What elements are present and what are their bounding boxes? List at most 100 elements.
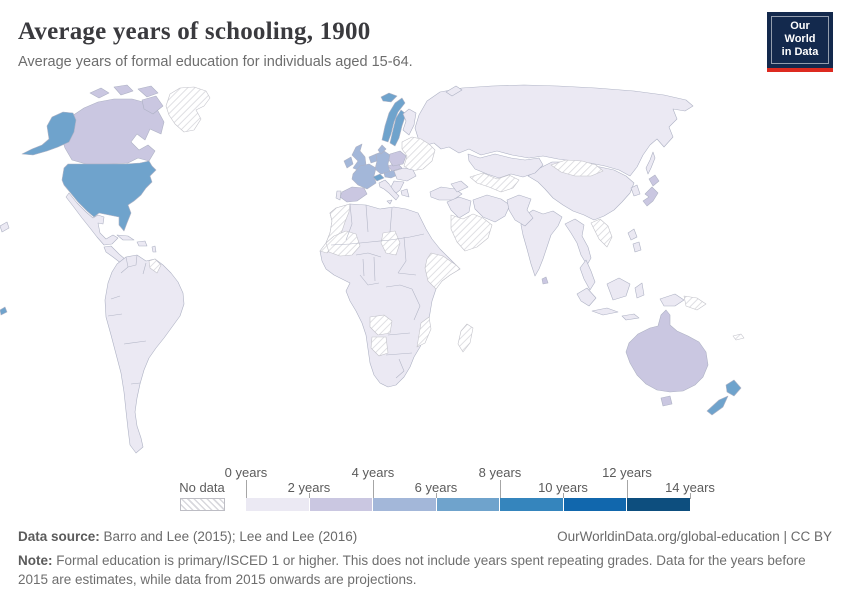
map-region-guyana[interactable] — [148, 258, 162, 274]
data-source-text: Data source: Barro and Lee (2015); Lee a… — [18, 529, 358, 544]
legend-bin-6-8[interactable] — [435, 498, 500, 511]
map-region-java[interactable] — [591, 307, 619, 316]
map-region-benelux[interactable] — [368, 153, 378, 164]
map-region-mongolia[interactable] — [550, 159, 604, 177]
map-region-australia[interactable] — [625, 309, 709, 393]
map-region-iceland[interactable] — [380, 92, 398, 103]
map-region-canada-arctic-1[interactable] — [89, 87, 110, 99]
map-region-nz-south[interactable] — [706, 395, 729, 416]
map-region-caribbean[interactable] — [151, 245, 157, 253]
map-region-baltics-belarus-ukraine[interactable] — [401, 136, 436, 172]
map-region-left-wrap[interactable] — [0, 221, 10, 233]
map-region-portugal[interactable] — [335, 190, 342, 201]
map-region-namibia[interactable] — [370, 336, 389, 357]
map-region-sri-lanka[interactable] — [541, 276, 549, 285]
map-region-vietnam[interactable] — [590, 218, 613, 248]
owid-link[interactable]: OurWorldinData.org/global-education | CC… — [557, 529, 832, 544]
map-region-papua-new-guinea[interactable] — [683, 295, 707, 311]
map-region-lesser-sundas[interactable] — [621, 313, 640, 321]
map-region-new-caledonia[interactable] — [732, 333, 745, 341]
legend-bin-10-12[interactable] — [562, 498, 627, 511]
map-region-korea[interactable] — [630, 184, 641, 197]
map-region-spain[interactable] — [339, 186, 368, 203]
map-borders-south-america — [107, 254, 147, 385]
legend-tickmark — [436, 493, 437, 499]
map-region-mexico[interactable] — [65, 192, 119, 246]
map-region-italy[interactable] — [378, 179, 400, 201]
map-region-india[interactable] — [520, 209, 563, 277]
map-region-philippines-1[interactable] — [627, 228, 638, 241]
map-region-borneo[interactable] — [606, 277, 631, 301]
map-region-mozambique[interactable] — [416, 316, 432, 348]
map-region-japan-hokkaido[interactable] — [648, 174, 660, 187]
legend-bin-2-4[interactable] — [308, 498, 373, 511]
map-region-malay-peninsula[interactable] — [579, 259, 596, 291]
legend-bin-8-10[interactable] — [499, 498, 563, 511]
legend-tick-4: 4 years — [351, 465, 395, 480]
map-region-angola[interactable] — [369, 314, 393, 336]
legend-tickmark — [690, 493, 691, 499]
map-region-madagascar[interactable] — [457, 323, 474, 353]
map-region-west-new-guinea[interactable] — [659, 293, 685, 307]
legend-bin-4-6[interactable] — [372, 498, 436, 511]
map-region-mauritania-mali[interactable] — [325, 230, 361, 257]
legend-no-data-swatch[interactable] — [180, 498, 225, 511]
map-region-afghanistan-pakistan[interactable] — [506, 194, 534, 227]
map-region-norway[interactable] — [381, 97, 406, 143]
owid-logo[interactable]: Our World in Data — [767, 12, 833, 72]
legend-bin-0-2[interactable] — [246, 498, 309, 511]
map-region-russia-novaya-zemlya[interactable] — [445, 85, 463, 97]
map-region-poland[interactable] — [388, 150, 407, 167]
map-region-germany[interactable] — [374, 150, 391, 175]
map-region-france[interactable] — [351, 163, 377, 190]
legend-color-bar — [246, 498, 691, 511]
map-region-balkans[interactable] — [390, 180, 405, 195]
map-region-chad[interactable] — [380, 230, 401, 256]
legend-tickmark — [309, 493, 310, 499]
map-region-tasmania[interactable] — [660, 395, 673, 407]
map-region-turkey[interactable] — [429, 186, 463, 201]
map-region-russia-sakhalin[interactable] — [645, 151, 656, 175]
map-region-morocco-w-sahara[interactable] — [319, 203, 351, 254]
map-region-usa[interactable] — [61, 160, 157, 232]
world-choropleth-map — [0, 84, 745, 454]
map-region-alaska[interactable] — [21, 111, 77, 156]
map-region-canada-arctic-2[interactable] — [113, 84, 134, 96]
note-text: Note: Formal education is primary/ISCED … — [18, 553, 806, 588]
map-region-hungary-romania[interactable] — [393, 167, 417, 182]
map-region-levant-iraq[interactable] — [446, 196, 472, 219]
map-region-cuba[interactable] — [116, 234, 135, 241]
map-region-japan-honshu[interactable] — [642, 186, 659, 207]
map-region-ethiopia-somalia[interactable] — [424, 252, 461, 290]
map-region-sulawesi[interactable] — [634, 282, 645, 299]
map-region-sicily[interactable] — [386, 199, 393, 205]
legend-tickmark — [373, 480, 374, 498]
legend-tick-8: 8 years — [478, 465, 522, 480]
map-region-finland[interactable] — [402, 108, 417, 136]
map-region-nz-north[interactable] — [725, 379, 742, 397]
map-region-sumatra[interactable] — [576, 287, 597, 307]
map-region-kazakhstan[interactable] — [467, 153, 544, 179]
map-region-uk[interactable] — [351, 143, 367, 172]
map-region-hispaniola[interactable] — [136, 240, 148, 247]
map-region-iran[interactable] — [472, 194, 511, 223]
map-region-central-asia[interactable] — [469, 172, 520, 193]
page-title: Average years of schooling, 1900 — [18, 18, 371, 45]
map-region-left-wrap-nz[interactable] — [0, 306, 8, 316]
map-region-ireland[interactable] — [343, 156, 354, 169]
map-region-arabia[interactable] — [450, 213, 493, 252]
map-region-russia[interactable] — [414, 84, 694, 177]
map-region-burma-thailand[interactable] — [564, 218, 592, 266]
map-region-south-america[interactable] — [104, 254, 185, 454]
map-region-canada-baffin[interactable] — [141, 95, 164, 115]
legend-bin-12-14[interactable] — [626, 498, 691, 511]
legend-no-data-label: No data — [179, 480, 225, 495]
map-region-denmark[interactable] — [377, 144, 387, 155]
legend-tick-0: 0 years — [224, 465, 268, 480]
map-region-philippines-2[interactable] — [632, 241, 642, 253]
map-region-greece[interactable] — [400, 188, 410, 198]
map-region-switzerland[interactable] — [372, 173, 385, 182]
map-region-greenland[interactable] — [165, 86, 211, 133]
map-region-caucasus[interactable] — [450, 180, 469, 193]
map-region-canada-arctic-3[interactable] — [137, 85, 159, 98]
